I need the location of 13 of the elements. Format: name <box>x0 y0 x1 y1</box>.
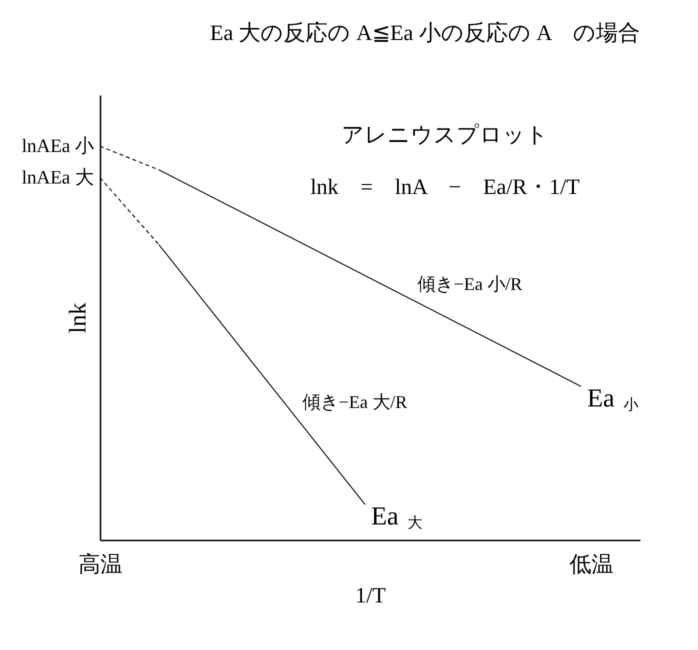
annotation: アレニウスプロット <box>342 122 548 147</box>
x-tick-label: 低温 <box>569 552 614 576</box>
annotation: lnAEa 大 <box>22 168 94 189</box>
annotation: lnAEa 小 <box>22 136 94 158</box>
annotation: 傾き−Ea 小/R <box>418 274 522 294</box>
x-tick-label: 高温 <box>78 552 122 576</box>
x-axis-title: 1/T <box>355 582 386 608</box>
series-label: Ea 小 <box>587 383 639 414</box>
chart-title: Ea 大の反応の A≦Ea 小の反応の A の場合 <box>210 20 640 45</box>
annotation: lnk = lnA − Ea/R・1/T <box>310 174 580 199</box>
series-label: Ea 大 <box>371 502 423 532</box>
annotation: 傾き−Ea 大/R <box>302 392 408 412</box>
y-axis-title: lnk <box>66 302 92 334</box>
